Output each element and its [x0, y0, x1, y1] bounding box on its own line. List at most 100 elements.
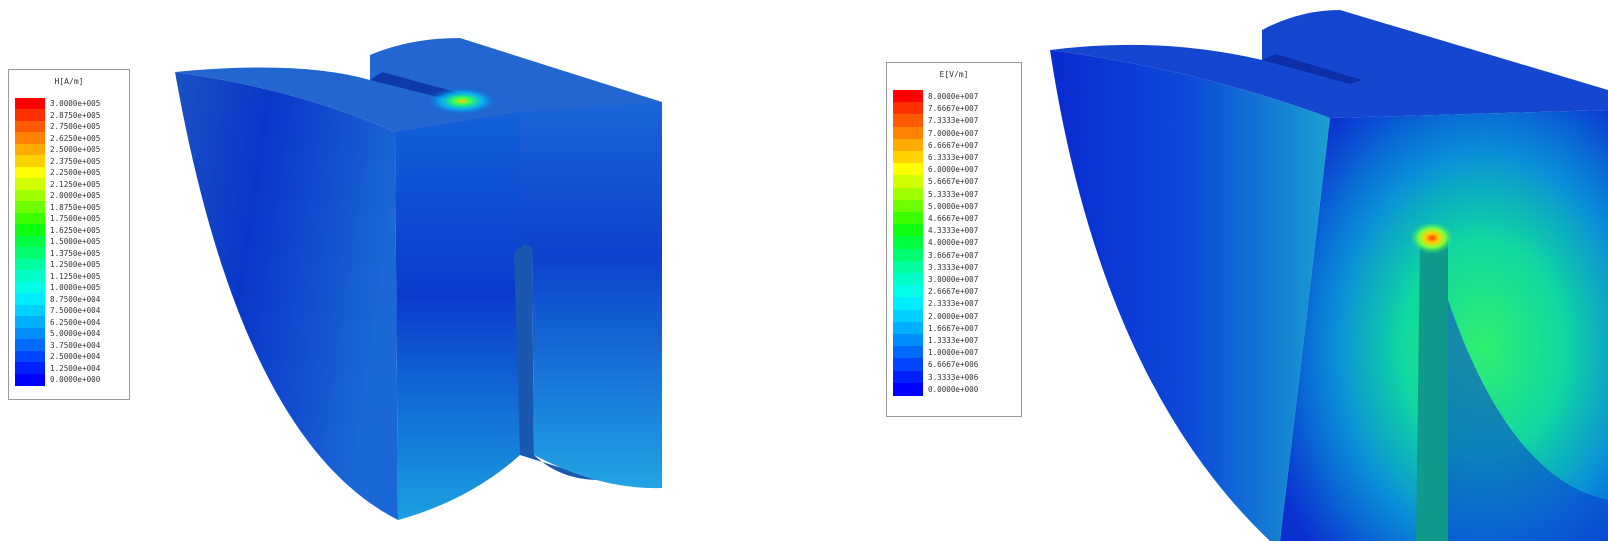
color-swatch	[15, 109, 45, 121]
color-swatch	[15, 166, 45, 179]
h-field-model	[175, 38, 662, 520]
legend-value: 6.6667e+006	[928, 360, 979, 370]
right-face	[520, 102, 662, 489]
legend-entry: 7.5000e+004	[15, 304, 101, 317]
legend-value: 3.0000e+007	[928, 275, 979, 284]
left-face	[1050, 50, 1330, 541]
legend-entry: 2.5000e+004	[15, 350, 101, 363]
legend-entry: 1.8750e+005	[15, 201, 100, 213]
legend-value: 6.3333e+007	[928, 153, 979, 162]
legend-value: 5.3333e+007	[928, 189, 979, 199]
legend-entry: 5.0000e+004	[15, 327, 101, 340]
legend-entry: 7.6667e+007	[893, 102, 979, 116]
legend-entry: 2.0000e+005	[15, 189, 101, 202]
color-swatch	[893, 187, 923, 201]
legend-value: 1.0000e+007	[928, 348, 979, 358]
color-swatch	[893, 114, 923, 128]
legend-value: 1.3750e+005	[50, 248, 101, 258]
legend-value: 2.0000e+005	[50, 191, 101, 200]
legend-value: 2.5000e+004	[50, 352, 101, 361]
legend-value: 4.0000e+007	[928, 238, 979, 248]
legend-value: 1.3333e+007	[928, 336, 979, 345]
legend-entry: 5.3333e+007	[893, 187, 979, 201]
color-swatch	[15, 339, 45, 351]
legend-value: 3.7500e+004	[50, 340, 101, 350]
legend-entry: 0.0000e+000	[893, 382, 979, 396]
legend-value: 1.5000e+005	[50, 237, 101, 246]
legend-value: 3.6667e+007	[928, 250, 979, 260]
color-swatch	[893, 346, 923, 360]
legend-value: 6.2500e+004	[50, 317, 101, 327]
color-swatch	[15, 235, 45, 248]
legend-entry: 1.0000e+007	[893, 346, 979, 360]
legend-entry: 5.0000e+007	[893, 199, 979, 213]
legend-entry: 4.0000e+007	[893, 236, 979, 250]
color-swatch	[15, 350, 45, 363]
color-swatch	[893, 102, 923, 116]
legend-entry: 1.2500e+005	[15, 258, 101, 271]
color-swatch	[15, 178, 45, 190]
legend-value: 5.6667e+007	[928, 177, 979, 187]
color-swatch	[15, 212, 45, 225]
legend-title: H[A/m]	[54, 77, 84, 86]
legend-value: 2.1250e+005	[50, 179, 101, 189]
color-swatch	[15, 281, 45, 294]
legend-value: 2.3750e+005	[50, 156, 101, 166]
color-swatch	[893, 285, 923, 299]
legend-value: 7.0000e+007	[928, 128, 979, 138]
legend-value: 5.0000e+007	[928, 201, 979, 211]
legend-entry: 3.6667e+007	[893, 248, 979, 262]
legend-value: 3.0000e+005	[50, 99, 101, 108]
color-swatch	[893, 90, 923, 103]
color-swatch	[15, 304, 45, 317]
color-swatch	[15, 97, 45, 110]
slot-groove	[1262, 54, 1362, 84]
legend-value: 3.3333e+006	[928, 372, 979, 382]
legend-entry: 1.6250e+005	[15, 224, 101, 236]
right-prong-edge	[1448, 300, 1608, 541]
legend-entry: 1.1250e+005	[15, 270, 101, 282]
legend-value: 2.8750e+005	[50, 110, 101, 120]
color-swatch	[15, 327, 45, 340]
color-swatch	[893, 321, 923, 335]
hot-spot	[1410, 222, 1454, 254]
legend-entry: 3.7500e+004	[15, 339, 101, 351]
color-swatch	[15, 247, 45, 259]
legend-value: 7.6667e+007	[928, 104, 979, 114]
legend-entry: 4.6667e+007	[893, 212, 979, 225]
legend-value: 6.6667e+007	[928, 140, 979, 150]
legend-value: 7.5000e+004	[50, 306, 101, 315]
legend-entry: 5.6667e+007	[893, 175, 979, 189]
color-swatch	[15, 143, 45, 156]
legend-value: 1.2500e+005	[50, 260, 101, 269]
e-field-model	[1050, 10, 1608, 541]
color-swatch	[893, 163, 923, 177]
color-swatch	[15, 201, 45, 213]
legend-entry: 1.0000e+005	[15, 281, 100, 294]
color-swatch	[893, 199, 923, 213]
legend-value: 3.3333e+007	[928, 262, 979, 272]
legend-value: 2.6667e+007	[928, 287, 979, 297]
legend-entry: 2.0000e+007	[893, 309, 978, 323]
legend-value: 1.1250e+005	[50, 271, 101, 281]
legend-entry: 2.3750e+005	[15, 155, 101, 167]
color-swatch	[893, 126, 923, 140]
color-swatch	[893, 151, 923, 164]
legend-value: 5.0000e+004	[50, 329, 101, 338]
legend-value: 0.0000e+000	[928, 384, 979, 394]
color-swatch	[15, 270, 45, 282]
legend-value: 4.6667e+007	[928, 214, 979, 223]
legend-entry: 3.3333e+007	[893, 260, 979, 274]
color-swatch	[893, 334, 923, 347]
legend-entry: 1.7500e+005	[15, 212, 100, 225]
legend-value: 1.6667e+007	[928, 323, 979, 333]
color-swatch	[893, 236, 923, 250]
legend-value: 1.6250e+005	[50, 225, 101, 235]
color-swatch	[893, 175, 923, 189]
color-swatch	[893, 370, 923, 384]
legend-entry: 3.3333e+006	[893, 370, 979, 384]
legend-value: 4.3333e+007	[928, 226, 979, 236]
color-swatch	[15, 362, 45, 374]
top-face	[1050, 10, 1608, 118]
legend-value: 2.5000e+005	[50, 145, 101, 154]
